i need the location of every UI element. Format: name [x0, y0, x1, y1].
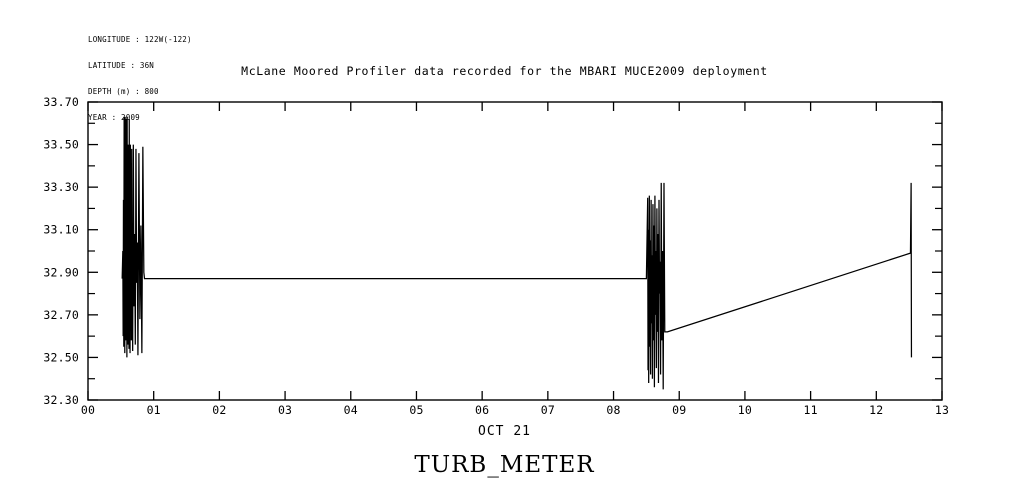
- x-axis-tick-label: 04: [344, 403, 358, 417]
- y-axis-tick-label: 32.50: [43, 350, 79, 364]
- y-axis-tick-label: 32.70: [43, 308, 79, 322]
- x-axis-label: OCT 21: [478, 424, 531, 439]
- metadata-depth: DEPTH (m) : 800: [88, 86, 159, 96]
- metadata-block: LONGITUDE : 122W(-122) LATITUDE : 36N DE…: [88, 19, 192, 131]
- plot-frame: [87, 101, 943, 401]
- x-axis-tick-label: 02: [212, 403, 226, 417]
- y-axis-tick-label: 33.10: [43, 223, 79, 237]
- metadata-latitude: LATITUDE : 36N: [88, 60, 155, 70]
- data-series-turb-meter: [121, 116, 913, 390]
- x-axis-tick-label: 06: [475, 403, 489, 417]
- x-axis-tick-label: 00: [81, 403, 95, 417]
- y-axis-tick-label: 32.90: [43, 265, 79, 279]
- x-axis-tick-label: 11: [803, 403, 817, 417]
- variable-label: TURB_METER: [414, 452, 595, 478]
- chart-title: McLane Moored Profiler data recorded for…: [241, 64, 768, 78]
- metadata-longitude: LONGITUDE : 122W(-122): [88, 35, 192, 45]
- x-axis-tick-label: 13: [935, 403, 949, 417]
- y-axis-tick-label: 32.30: [43, 393, 79, 407]
- x-axis-tick-label: 08: [606, 403, 620, 417]
- y-axis-tick-label: 33.50: [43, 138, 79, 152]
- y-axis-tick-label: 33.70: [43, 95, 79, 109]
- x-axis-tick-label: 03: [278, 403, 292, 417]
- x-axis-tick-label: 09: [672, 403, 686, 417]
- x-axis-tick-label: 01: [147, 403, 161, 417]
- x-axis-tick-label: 07: [541, 403, 555, 417]
- metadata-year: YEAR : 2009: [88, 112, 140, 122]
- x-axis-tick-label: 05: [409, 403, 423, 417]
- x-axis-tick-label: 10: [738, 403, 752, 417]
- x-axis-tick-label: 12: [869, 403, 883, 417]
- y-axis-tick-label: 33.30: [43, 180, 79, 194]
